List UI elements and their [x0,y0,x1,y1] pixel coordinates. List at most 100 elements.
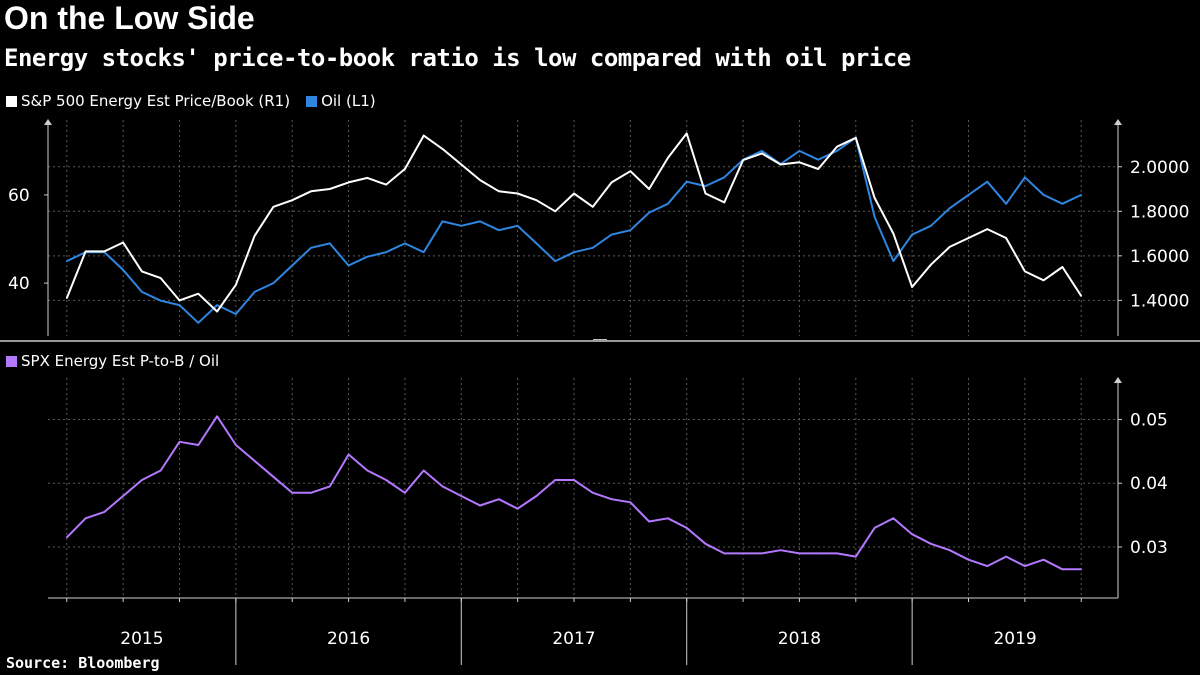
ratio-point [498,498,500,501]
oil-point [460,225,463,227]
ratio-point [291,492,294,494]
oil-point [498,229,500,231]
bottom-legend: SPX Energy Est P-to-B / Oil [6,352,235,370]
oil-point [1005,203,1007,205]
ratio-point [629,501,632,504]
source-note: Source: Bloomberg [6,654,160,672]
price-book-point [667,157,669,159]
oil-point [948,207,951,209]
oil-point [873,216,876,218]
price-book-point [742,159,744,161]
right-tick-label: 2.0000 [1130,158,1189,178]
ratio-point [667,517,669,520]
ratio-point [554,479,556,481]
price-book-point [122,241,124,244]
oil-point [159,299,162,302]
ratio-point [385,479,387,481]
price-book-point [986,228,989,230]
price-book-point [704,192,707,195]
ratio-point [948,549,951,551]
price-book-point [685,132,688,135]
ratio-point [329,485,331,488]
ratio-point [648,520,650,523]
oil-point [329,242,331,245]
right-axis-arrow-icon-bottom [1114,377,1122,383]
oil-point [516,225,519,227]
ratio-point [986,565,989,567]
oil-point [347,264,350,267]
price-book-point [892,232,895,235]
oil-point [366,255,369,258]
price-book-point [498,190,500,193]
price-book-point [310,190,312,193]
price-book-point [779,163,782,166]
price-book-point [798,161,801,164]
ratio-point [253,460,256,462]
ratio-point [122,495,124,497]
oil-point [1042,194,1045,196]
price-book-point [253,235,256,237]
ratio-point [197,444,200,446]
oil-point [911,233,913,236]
price-book-point [836,145,838,148]
price-book-point [103,250,106,253]
oil-point [892,260,895,262]
price-book-point [1061,266,1064,268]
price-book-point [197,292,200,295]
ratio-point [516,507,519,510]
ratio-point [836,552,838,555]
ratio-point [178,441,181,443]
price-book-point [404,168,406,170]
price-book-point [422,134,425,137]
price-book-point [1024,270,1026,273]
legend-swatch-price-book [6,95,17,107]
oil-point [554,260,556,262]
price-book-point [629,170,632,172]
price-book-point [385,183,387,186]
oil-point [723,176,726,179]
right-axis-arrow-icon [1114,119,1122,125]
price-book-point [460,163,463,166]
oil-point [253,291,256,293]
ratio-point [441,485,444,488]
left-tick-label: 40 [8,274,30,294]
legend-label-price-book: S&P 500 Energy Est Price/Book (R1) [21,92,291,110]
price-book-point [610,181,613,184]
legend-item-ratio: SPX Energy Est P-to-B / Oil [6,352,219,370]
price-book-point [159,277,162,279]
ratio-point [103,511,106,513]
oil-point [385,251,387,253]
price-book-point [291,199,294,201]
price-book-point [441,148,444,150]
ratio-point [817,552,819,555]
oil-point [141,291,143,293]
chart-title: On the Low Side [4,0,255,36]
price-book-point [648,188,650,190]
ratio-point [159,469,162,472]
ratio-point [141,479,143,481]
price-book-point [855,137,857,139]
legend-label-ratio: SPX Energy Est P-to-B / Oil [21,352,220,370]
ratio-point [930,543,932,545]
ratio-point [347,453,350,456]
price-book-point [516,192,519,195]
legend-item-oil: Oil (L1) [306,92,376,110]
price-book-point [573,192,575,195]
price-book-point [761,152,763,155]
oil-point [629,229,632,231]
oil-point [967,194,970,196]
oil-point [704,185,707,187]
right-tick-label: 0.03 [1130,538,1168,558]
price-book-point [235,284,237,286]
left-tick-label: 60 [8,186,30,206]
price-book-point [911,286,913,288]
ratio-point [761,552,763,555]
price-book-point [272,206,275,208]
x-tick-label: 2018 [778,629,821,649]
price-book-point [554,210,556,213]
price-book-point [479,179,481,181]
oil-point [1024,176,1026,179]
oil-point [422,251,425,253]
price-book-point [723,201,726,204]
